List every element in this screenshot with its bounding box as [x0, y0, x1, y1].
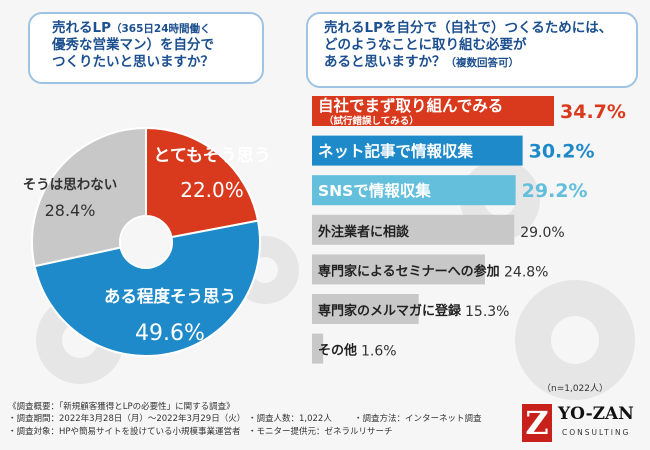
bar-2 [312, 175, 516, 206]
q2-line3-main: あると思いますか？ [324, 53, 446, 70]
pie-slice-0 [145, 126, 260, 239]
footer-count: ・調査人数：1,022人 [248, 414, 332, 425]
bar-value-0: 34.7% [560, 101, 626, 123]
pie-value-0: 22.0% [180, 178, 244, 202]
bar-label-1: ネット記事で情報収集 [318, 142, 474, 161]
bar-label-0: 自社でまず取り組んでみる [318, 96, 503, 115]
bar-value-1: 30.2% [529, 141, 595, 163]
bar-value-3: 29.0% [520, 225, 564, 241]
bar-value-6: 1.6% [361, 344, 397, 360]
pie-label-0: とてもそう思う [153, 146, 270, 166]
logo-name: YO-ZAN [558, 404, 634, 424]
bar-label-6: その他 [318, 343, 357, 359]
question-1-box: 売れるLP（365日24時間働く 優秀な営業マン）を自分で つくりたいと思います… [28, 12, 264, 84]
bar-0 [312, 96, 554, 126]
sample-size-note: （n=1,022人） [541, 384, 608, 394]
bar-3 [312, 214, 515, 245]
logo-mark-icon: Z [522, 404, 552, 442]
question-2-box: 売れるLPを自分で（自社で）つくるためには、 どのようなことに取り組む必要が あ… [306, 12, 638, 88]
bar-label-2: SNSで情報収集 [318, 181, 431, 200]
q2-line2: どのようなことに取り組む必要が [324, 36, 527, 53]
q1-line3: つくりたいと思いますか？ [52, 53, 214, 70]
bar-value-4: 24.8% [504, 264, 548, 280]
footer-period: ・調査期間：2022年3月28日（月）〜2022年3月29日（火） [8, 414, 246, 425]
q1-line2: 優秀な営業マン）を自分で [52, 36, 214, 53]
q2-line3-sub: （複数回答可） [445, 56, 520, 69]
footer-target: ・調査対象：HPや簡易サイトを設けている小規模事業運営者 [8, 426, 241, 437]
bar-value-2: 29.2% [522, 180, 588, 202]
pie-label-1: ある程度そう思う [104, 286, 236, 306]
survey-footer: 《調査概要：「新規顧客獲得とLPの必要性」に関する調査》 ・調査期間：2022年… [8, 401, 482, 438]
pie-hole [121, 217, 171, 267]
q1-line1-main: 売れるLP [52, 20, 111, 36]
bar-sublabel-0: （試行錯誤してみる） [324, 115, 419, 127]
q1-line1-sub: （365日24時間働く [111, 23, 211, 35]
pie-slice-2 [31, 126, 147, 268]
footer-provider: ・モニター提供元：ゼネラルリサーチ [248, 426, 393, 437]
bar-label-4: 専門家によるセミナーへの参加 [318, 263, 500, 279]
bar-label-3: 外注業者に相談 [317, 224, 410, 240]
footer-method: ・調査方法：インターネット調査 [354, 414, 482, 425]
bar-5 [312, 294, 419, 324]
bar-4 [312, 254, 485, 285]
pie-value-1: 49.6% [135, 321, 205, 346]
logo: Z YO-ZAN CONSULTING [522, 402, 640, 446]
pie-label-2: そうは思わない [23, 177, 118, 193]
bar-6 [312, 333, 324, 364]
q2-line1: 売れるLPを自分で（自社で）つくるためには、 [324, 20, 613, 36]
pie-value-2: 28.4% [45, 201, 96, 220]
logo-sub: CONSULTING [562, 428, 631, 437]
bar-1 [312, 135, 523, 166]
bar-value-5: 15.3% [465, 304, 509, 320]
bar-label-5: 専門家のメルマガに登録 [318, 303, 462, 319]
footer-title: 《調査概要：「新規顧客獲得とLPの必要性」に関する調査》 [8, 402, 235, 412]
